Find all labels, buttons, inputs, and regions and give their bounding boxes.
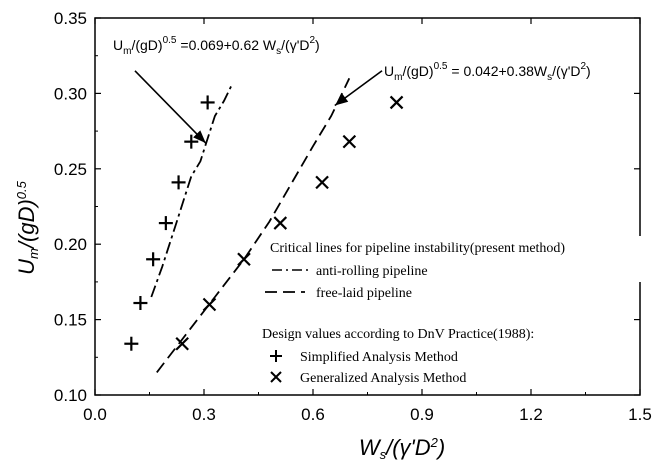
arrow-anti-rolling-equation [134, 70, 207, 144]
legend: Critical lines for pipeline instability(… [262, 236, 642, 386]
line-anti-rolling [150, 85, 233, 298]
point-simplified [171, 175, 186, 190]
legend-label-anti-rolling: anti-rolling pipeline [316, 264, 428, 279]
x-tick-label: 0.6 [301, 405, 325, 424]
x-tick-label: 0.3 [192, 405, 216, 424]
point-simplified [184, 134, 199, 149]
y-tick-label: 0.15 [54, 311, 87, 330]
point-simplified [124, 336, 139, 351]
equation-anti-rolling: Um/(gD)0.5 =0.069+0.62 Ws/(γ'D2) [113, 35, 320, 57]
y-tick-label: 0.20 [54, 235, 87, 254]
point-generalized [237, 252, 251, 267]
point-generalized [202, 297, 217, 312]
point-generalized [342, 134, 357, 149]
point-generalized [389, 95, 404, 110]
x-tick-label: 0.9 [410, 405, 434, 424]
point-simplified [146, 252, 161, 267]
legend-title-design-values: Design values according to DnV Practice(… [262, 327, 534, 342]
point-simplified [158, 216, 173, 231]
y-axis-label: Um/(gD)0.5 [14, 180, 41, 274]
y-tick-label: 0.30 [54, 84, 87, 103]
legend-title-critical-lines: Critical lines for pipeline instability(… [270, 241, 565, 256]
annotation-arrows [134, 70, 383, 144]
y-tick-label: 0.25 [54, 160, 87, 179]
legend-marker-plus [270, 350, 282, 362]
legend-label-generalized: Generalized Analysis Method [300, 371, 466, 386]
x-axis-label: Ws/(γ'D2) [359, 435, 445, 462]
legend-label-simplified: Simplified Analysis Method [300, 350, 458, 365]
series-lines [150, 77, 351, 373]
axis-ticks: 0.0 0.3 0.6 0.9 1.2 1.5 0.10 0.15 0.20 0.25 0.30 0.… [54, 9, 652, 424]
point-generalized [315, 175, 329, 190]
legend-label-free-laid: free-laid pipeline [316, 286, 412, 301]
point-generalized [175, 336, 189, 351]
line-free-laid [156, 77, 351, 373]
point-simplified [200, 95, 215, 110]
x-tick-label: 0.0 [83, 405, 107, 424]
arrow-free-laid-equation [334, 70, 383, 107]
y-tick-label: 0.35 [54, 9, 87, 28]
y-tick-label: 0.10 [54, 386, 87, 405]
series-points [124, 95, 404, 351]
legend-marker-cross [270, 371, 282, 383]
point-generalized [273, 216, 288, 230]
x-tick-label: 1.2 [519, 405, 543, 424]
point-simplified [133, 296, 148, 311]
x-tick-label: 1.5 [628, 405, 652, 424]
equation-free-laid: Um/(gD)0.5 = 0.042+0.38Ws/(γ'D2) [384, 61, 591, 83]
